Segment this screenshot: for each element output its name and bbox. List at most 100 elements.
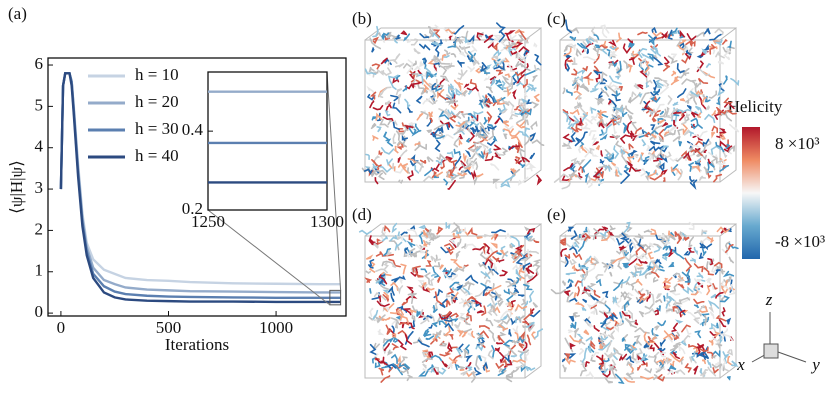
- vortex-line: [499, 260, 504, 262]
- vortex-line: [517, 362, 525, 368]
- vortex-line: [626, 282, 629, 284]
- vortex-line: [721, 82, 723, 89]
- vortex-line: [503, 360, 507, 367]
- vortex-line: [526, 353, 529, 360]
- vortex-line: [603, 292, 607, 297]
- vortex-line: [485, 77, 489, 80]
- vortex-line: [503, 148, 507, 154]
- vortex-line: [450, 358, 458, 363]
- vortex-line: [674, 137, 680, 141]
- legend-label: h = 40: [135, 146, 179, 165]
- vortex-line: [535, 66, 541, 71]
- vortex-line: [372, 124, 377, 129]
- vortex-line: [360, 231, 372, 235]
- vortex-line: [705, 29, 711, 34]
- vortex-line: [592, 152, 596, 157]
- vortex-line: [595, 142, 598, 144]
- vortex-line: [575, 328, 579, 337]
- vortex-line: [729, 41, 731, 47]
- vortex-line: [468, 88, 479, 91]
- vortex-line: [472, 372, 476, 382]
- vortex-line: [511, 356, 516, 357]
- panel-label: (a): [8, 4, 27, 23]
- vortex-line: [710, 340, 713, 345]
- vortex-line: [409, 243, 415, 247]
- vortex-line: [583, 300, 586, 303]
- vortex-line: [685, 251, 690, 255]
- vortex-line: [616, 77, 620, 79]
- vortex-line: [507, 376, 512, 381]
- vortex-line: [398, 286, 402, 292]
- vortex-line: [513, 91, 515, 98]
- vortex-line: [672, 324, 677, 332]
- vortex-line: [572, 116, 579, 128]
- vortex-line: [617, 239, 624, 245]
- vortex-line: [495, 264, 497, 271]
- vortex-line: [591, 342, 595, 349]
- vortex-line: [684, 288, 693, 293]
- vortex-line: [695, 264, 703, 272]
- vortex-line: [565, 235, 570, 247]
- vortex-line: [632, 92, 636, 97]
- vortex-line: [563, 144, 568, 146]
- vortex-line: [661, 112, 664, 115]
- vortex-line: [533, 76, 537, 81]
- vortex-line: [710, 91, 717, 98]
- vortex-line: [710, 312, 713, 318]
- vortex-line: [588, 228, 590, 234]
- vortex-line: [649, 353, 658, 358]
- vortex-line: [596, 45, 600, 47]
- vortex-line: [730, 125, 739, 132]
- vortex-line: [610, 273, 612, 277]
- vortex-line: [710, 307, 713, 310]
- vortex-line: [640, 312, 644, 317]
- vortex-line: [451, 314, 458, 317]
- vortex-line: [652, 118, 656, 121]
- vortex-line: [504, 122, 509, 126]
- vortex-line: [641, 155, 642, 160]
- vortex-line: [532, 102, 538, 108]
- vortex-line: [399, 180, 402, 182]
- vortex-line: [393, 134, 395, 143]
- vortex-line: [591, 89, 597, 92]
- vortex-line: [654, 80, 657, 89]
- vortex-line: [375, 177, 377, 183]
- vortex-line: [668, 96, 671, 104]
- vortex-line: [444, 66, 454, 67]
- vortex-line: [459, 141, 461, 145]
- y-tick-label: 1: [35, 261, 44, 280]
- vortex-line: [645, 309, 655, 314]
- vortex-line: [689, 345, 696, 347]
- vortex-line: [712, 111, 715, 115]
- vortex-line: [537, 175, 541, 183]
- vortex-line: [471, 80, 477, 87]
- vortex-line: [654, 78, 662, 80]
- vortex-line: [652, 272, 659, 278]
- vortex-line: [610, 226, 615, 230]
- vortex-line: [455, 323, 460, 328]
- y-tick-label: 3: [35, 178, 44, 197]
- vortex-line: [645, 369, 651, 373]
- vortex-line: [510, 115, 517, 119]
- vortex-line: [596, 275, 603, 279]
- vortex-line: [691, 119, 697, 125]
- legend-label: h = 10: [135, 65, 179, 84]
- vortex-line: [723, 40, 727, 44]
- vortex-line: [695, 279, 701, 282]
- vortex-line: [466, 356, 470, 361]
- vortex-line: [612, 163, 616, 166]
- vortex-line: [697, 33, 704, 37]
- vortex-line: [588, 79, 593, 84]
- vortex-line: [408, 108, 412, 112]
- render-panel: [555, 20, 739, 188]
- vortex-line: [500, 271, 507, 276]
- vortex-line: [563, 359, 565, 362]
- vortex-line: [367, 279, 371, 282]
- vortex-line: [526, 274, 532, 278]
- axes-triad: [752, 312, 806, 362]
- vortex-line: [378, 301, 390, 306]
- vortex-line: [708, 159, 710, 163]
- vortex-line: [412, 315, 414, 320]
- vortex-line: [393, 344, 398, 349]
- vortex-line: [679, 142, 681, 146]
